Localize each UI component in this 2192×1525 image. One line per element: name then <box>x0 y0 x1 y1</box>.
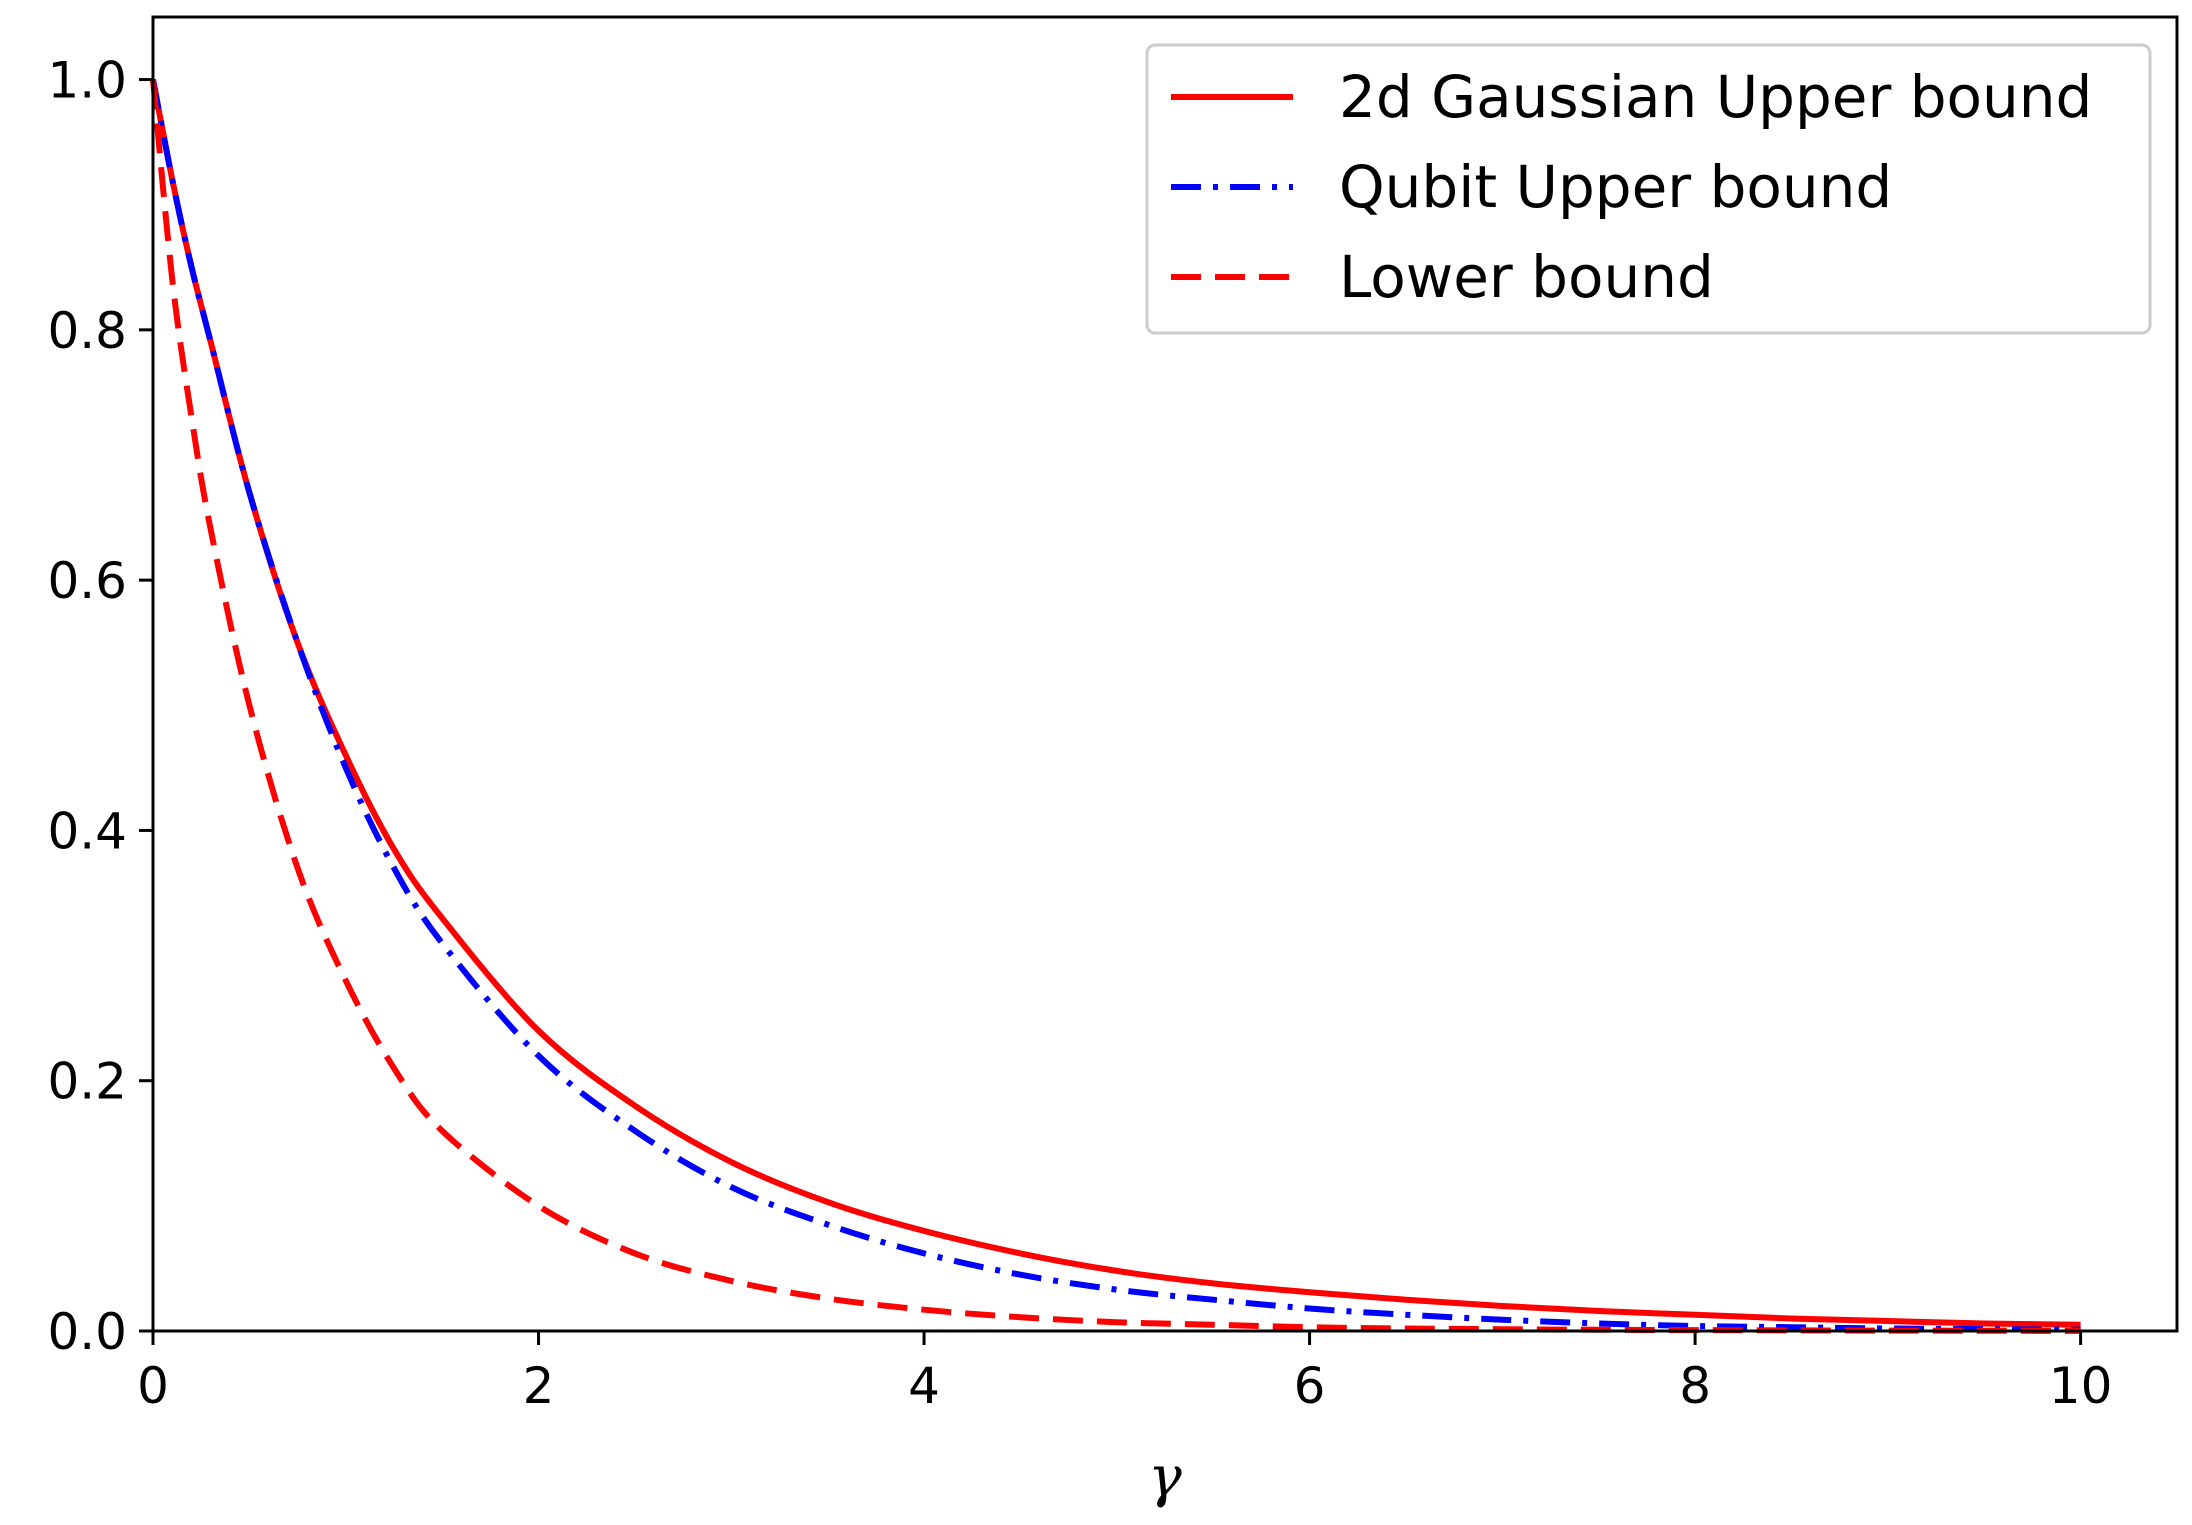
legend-label-1: 2d Gaussian Upper bound <box>1339 63 2092 131</box>
legend-label-3: Lower bound <box>1339 243 1714 311</box>
plot-area <box>150 15 2179 1334</box>
y-tick-label: 0.2 <box>47 1053 127 1111</box>
x-tick-label: 8 <box>1679 1357 1711 1415</box>
x-tick-label: 2 <box>523 1357 555 1415</box>
x-axis-label: γ <box>1148 1445 1182 1510</box>
series-line-2 <box>150 79 2081 1333</box>
legend-box <box>1145 43 2152 335</box>
y-tick-label: 0.4 <box>47 802 127 860</box>
y-tick-label: 0.8 <box>47 302 127 360</box>
x-axis: 0 2 4 6 8 10 <box>137 1331 2112 1415</box>
legend-label-2: Qubit Upper bound <box>1339 153 1892 221</box>
x-tick-label: 10 <box>2049 1357 2113 1415</box>
x-tick-label: 4 <box>908 1357 940 1415</box>
y-tick-label: 1.0 <box>47 52 127 110</box>
x-tick-label: 0 <box>137 1357 169 1415</box>
y-tick-label: 0.0 <box>47 1303 127 1361</box>
axes-frame <box>151 15 2179 1333</box>
y-axis: 0.0 0.2 0.4 0.6 0.8 1.0 <box>47 52 153 1361</box>
legend: 2d Gaussian Upper bound Qubit Upper bound… <box>1145 43 2152 335</box>
x-tick-label: 6 <box>1294 1357 1326 1415</box>
y-tick-label: 0.6 <box>47 552 127 610</box>
